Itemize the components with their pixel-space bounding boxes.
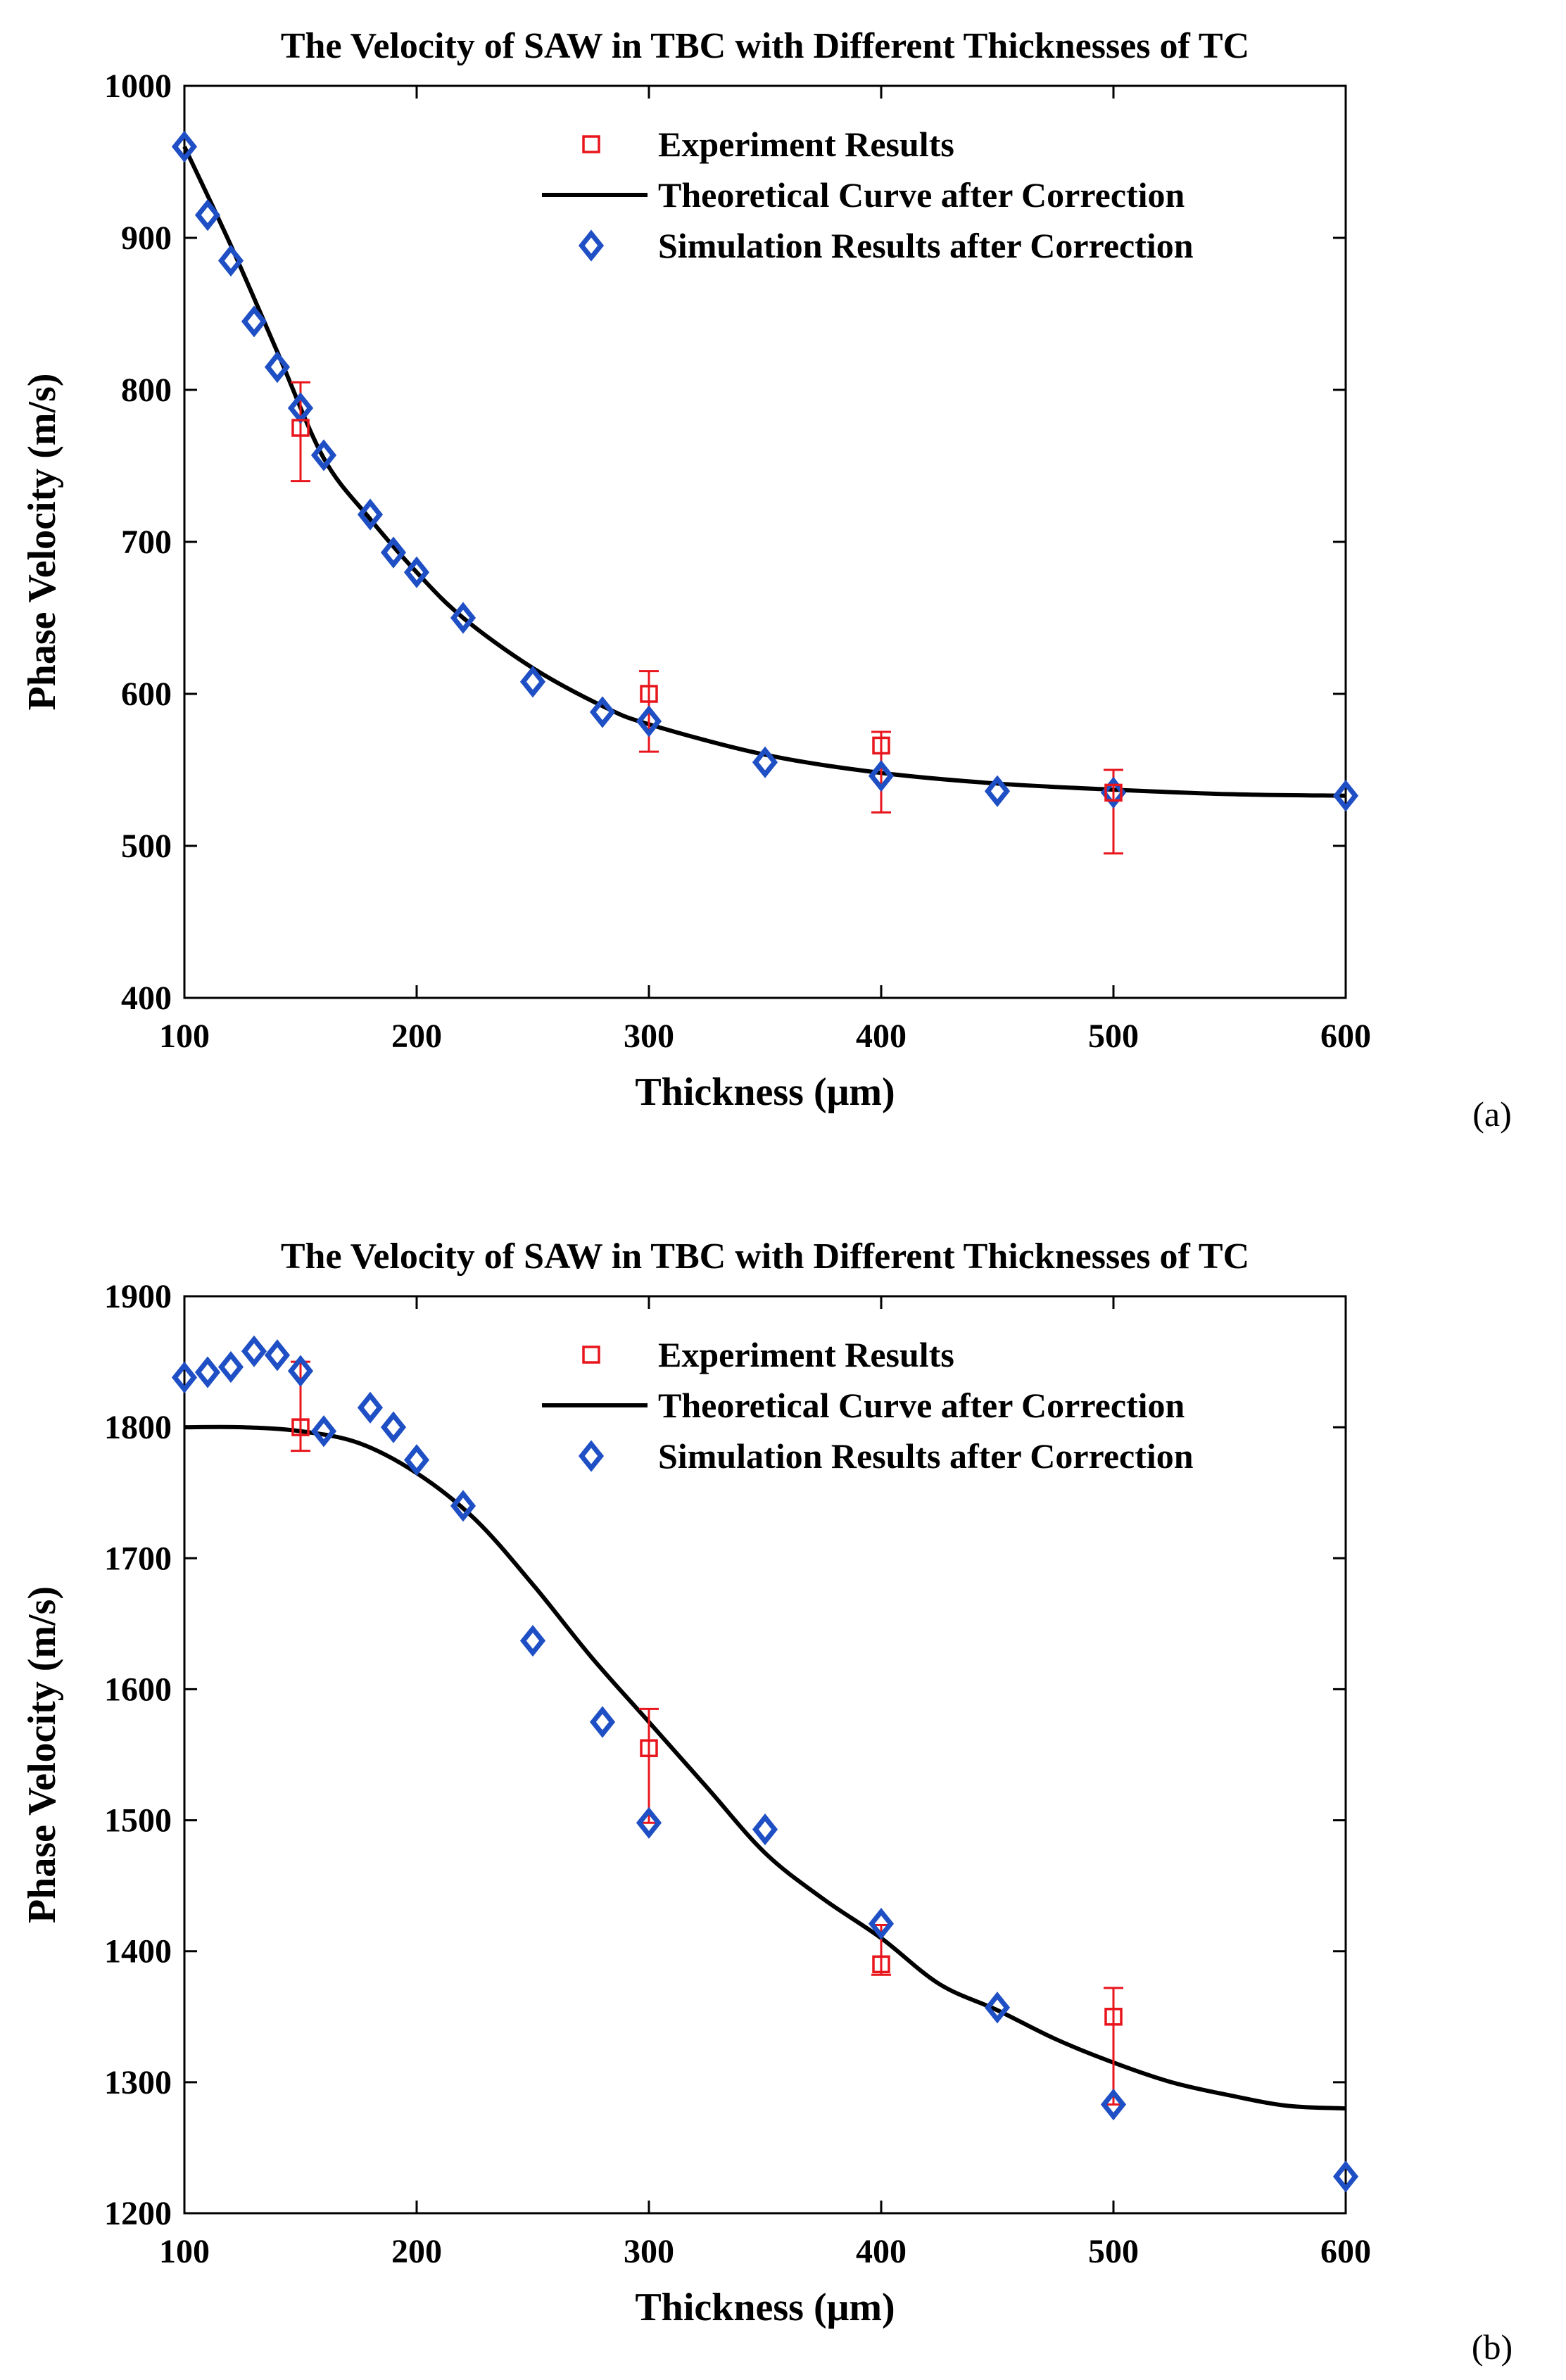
- a-simulation-point: [171, 130, 198, 163]
- b-legend-diamond-swatch: [578, 1440, 605, 1472]
- a-simulation-point: [403, 556, 430, 588]
- b-experiment-point: [640, 1739, 658, 1757]
- a-y-tick-label: 500: [121, 828, 172, 865]
- b-simulation-point: [287, 1355, 314, 1387]
- a-simulation-point: [217, 244, 244, 277]
- b-x-tick-label: 100: [159, 2233, 210, 2270]
- b-legend-square-swatch: [582, 1346, 600, 1364]
- a-x-tick-label: 100: [159, 1018, 210, 1055]
- a-simulation-point: [1100, 776, 1127, 809]
- b-experiment-point: [291, 1418, 310, 1436]
- b-theoretical-curve: [184, 1424, 1346, 2111]
- b-simulation-point: [357, 1391, 384, 1424]
- b-y-tick-label: 1700: [104, 1540, 172, 1577]
- chart-a-svg: The Velocity of SAW in TBC with Differen…: [20, 26, 1512, 1134]
- a-simulation-point: [589, 696, 616, 728]
- b-y-tick-label: 1900: [104, 1278, 172, 1315]
- a-plot-frame: [183, 84, 1347, 999]
- a-simulation-point: [380, 536, 407, 569]
- b-x-tick-label: 300: [624, 2233, 674, 2270]
- a-simulation-point: [194, 198, 221, 232]
- b-experiment-point: [1104, 2008, 1123, 2026]
- b-simulation-point: [1332, 2160, 1359, 2193]
- a-legend-square-swatch: [582, 135, 600, 153]
- b-simulation-point: [984, 1992, 1011, 2024]
- a-legend-label: Simulation Results after Correction: [658, 226, 1194, 265]
- b-simulation-point: [403, 1444, 430, 1476]
- a-y-tick-label: 400: [121, 980, 172, 1017]
- b-y-tick-label: 1300: [104, 2064, 172, 2101]
- a-legend-label: Experiment Results: [658, 125, 954, 164]
- a-simulation-point: [752, 746, 778, 778]
- b-simulation-point: [589, 1706, 616, 1738]
- b-y-tick-label: 1400: [104, 1933, 172, 1970]
- a-y-tick-label: 1000: [104, 68, 172, 105]
- b-simulation-point: [264, 1339, 291, 1372]
- a-experiment-point: [872, 736, 890, 755]
- b-y-tick-label: 1600: [104, 1671, 172, 1708]
- b-x-tick-label: 500: [1088, 2233, 1139, 2270]
- b-simulation-point: [1100, 2088, 1127, 2121]
- a-simulation-point: [519, 666, 546, 698]
- a-simulation-point: [868, 760, 895, 792]
- a-y-tick-label: 600: [121, 676, 172, 713]
- a-experiment-point: [640, 685, 658, 703]
- chart-b: The Velocity of SAW in TBC with Differen…: [0, 1210, 1566, 2380]
- a-x-tick-label: 300: [624, 1018, 674, 1055]
- b-y-axis-label: Phase Velocity (m/s): [20, 1586, 64, 1923]
- a-y-axis-label: Phase Velocity (m/s): [20, 373, 64, 710]
- b-y-tick-label: 1800: [104, 1409, 172, 1446]
- a-chart-title: The Velocity of SAW in TBC with Differen…: [281, 26, 1249, 66]
- a-y-tick-label: 700: [121, 524, 172, 561]
- a-simulation-point: [264, 350, 291, 384]
- b-legend-label: Theoretical Curve after Correction: [658, 1386, 1185, 1425]
- b-y-tick-label: 1200: [104, 2195, 172, 2232]
- b-simulation-point: [217, 1350, 244, 1384]
- a-x-tick-label: 400: [856, 1018, 907, 1055]
- a-simulation-point: [984, 775, 1011, 807]
- b-x-tick-label: 400: [856, 2233, 907, 2270]
- b-simulation-point: [380, 1411, 407, 1443]
- a-y-tick-label: 800: [121, 372, 172, 409]
- a-legend-diamond-swatch: [578, 229, 605, 262]
- b-simulation-point: [450, 1490, 476, 1522]
- b-x-tick-label: 200: [391, 2233, 442, 2270]
- a-x-tick-label: 500: [1088, 1018, 1139, 1055]
- b-legend-label: Experiment Results: [658, 1335, 954, 1374]
- chart-a: The Velocity of SAW in TBC with Differen…: [0, 0, 1566, 1189]
- a-legend-label: Theoretical Curve after Correction: [658, 175, 1185, 215]
- a-simulation-point: [310, 439, 337, 471]
- chart-b-svg: The Velocity of SAW in TBC with Differen…: [20, 1236, 1513, 2367]
- b-experiment-point: [872, 1955, 890, 1974]
- b-simulation-point: [241, 1335, 267, 1367]
- a-x-tick-label: 200: [391, 1018, 442, 1055]
- b-simulation-point: [636, 1806, 662, 1839]
- a-experiment-point: [1104, 783, 1123, 802]
- b-simulation-point: [752, 1813, 778, 1846]
- b-legend-label: Simulation Results after Correction: [658, 1436, 1194, 1476]
- b-plot-frame: [183, 1295, 1347, 2215]
- a-panel-label: (a): [1472, 1094, 1512, 1134]
- a-simulation-point: [241, 305, 267, 338]
- b-x-tick-label: 600: [1320, 2233, 1371, 2270]
- b-panel-label: (b): [1472, 2327, 1513, 2367]
- b-y-tick-label: 1500: [104, 1802, 172, 1840]
- a-simulation-point: [357, 498, 384, 531]
- a-x-tick-label: 600: [1320, 1018, 1371, 1055]
- a-theoretical-curve: [182, 146, 1346, 798]
- b-simulation-point: [171, 1361, 198, 1394]
- b-simulation-point: [868, 1908, 895, 1940]
- a-simulation-point: [450, 602, 476, 634]
- a-simulation-point: [636, 705, 662, 738]
- a-x-axis-label: Thickness (μm): [635, 1070, 895, 1114]
- b-simulation-point: [194, 1356, 221, 1388]
- a-simulation-point: [1332, 780, 1359, 812]
- a-experiment-point: [291, 419, 310, 437]
- b-simulation-point: [519, 1624, 546, 1657]
- b-simulation-point: [310, 1415, 337, 1448]
- b-x-axis-label: Thickness (μm): [635, 2286, 895, 2329]
- a-y-tick-label: 900: [121, 220, 172, 257]
- b-chart-title: The Velocity of SAW in TBC with Differen…: [281, 1236, 1249, 1277]
